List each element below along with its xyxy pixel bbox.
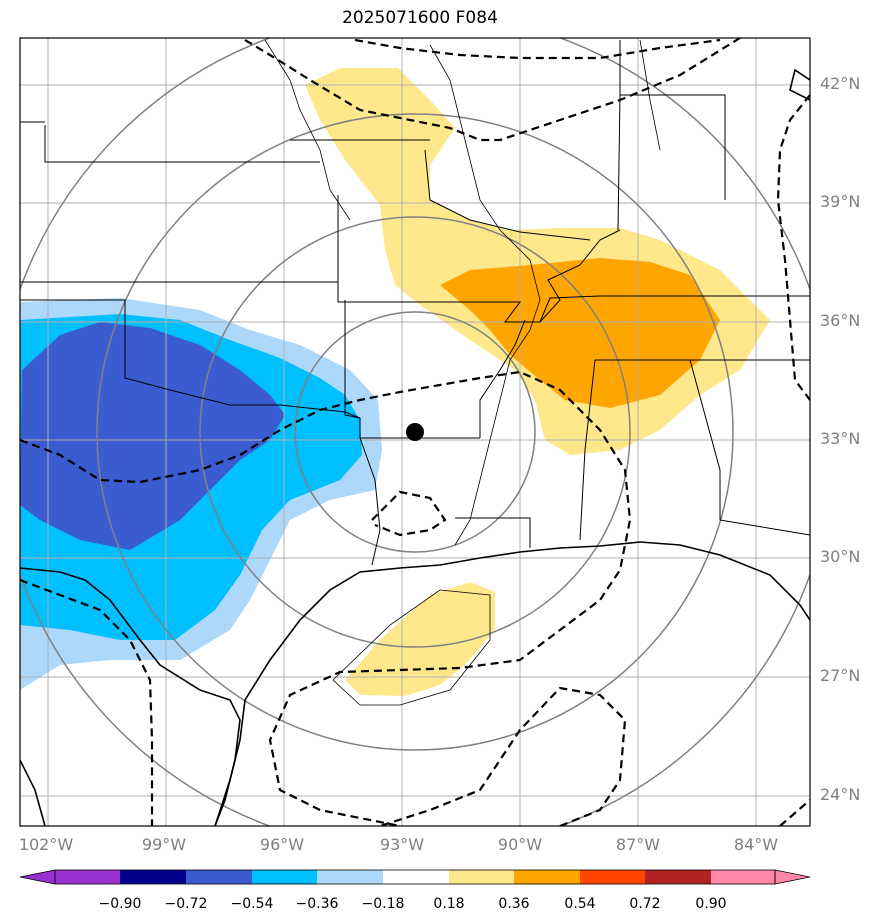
lon-label-90: 90°W [497,835,543,854]
lon-label-84: 84°W [733,835,779,854]
dashed-contours [20,38,810,826]
range-rings [20,38,810,826]
lon-label-96: 96°W [259,835,305,854]
map-title: 2025071600 F084 [342,8,498,28]
lon-label-99: 99°W [141,835,187,854]
lat-label-33: 33°N [820,429,861,448]
coastline [20,68,810,826]
colorbar-tick: −0.72 [164,896,208,912]
colorbar-tick: 0.54 [564,896,596,912]
negative-shading-dark [20,322,285,550]
colorbar-tick: −0.18 [361,896,405,912]
lon-label-87: 87°W [615,835,661,854]
gulf-outline [332,589,491,706]
colorbar-tick: −0.90 [98,896,142,912]
lat-label-42: 42°N [820,74,861,93]
state-borders [20,40,810,566]
lat-label-24: 24°N [820,785,861,804]
lat-label-39: 39°N [820,192,861,211]
map-frame [19,37,811,827]
colorbar-tick: 0.72 [629,896,661,912]
location-marker [406,423,424,441]
lat-label-27: 27°N [820,666,861,685]
colorbar-tick: 0.90 [695,896,727,912]
colorbar-tick: −0.54 [230,896,274,912]
colorbar-tick: 0.18 [433,896,465,912]
lon-label-102: 102°W [18,835,74,854]
colorbar-tick: −0.36 [295,896,339,912]
lon-label-93: 93°W [379,835,425,854]
lat-label-36: 36°N [820,311,861,330]
colorbar-tick: 0.36 [498,896,530,912]
lat-label-30: 30°N [820,547,861,566]
colorbar [19,869,811,885]
